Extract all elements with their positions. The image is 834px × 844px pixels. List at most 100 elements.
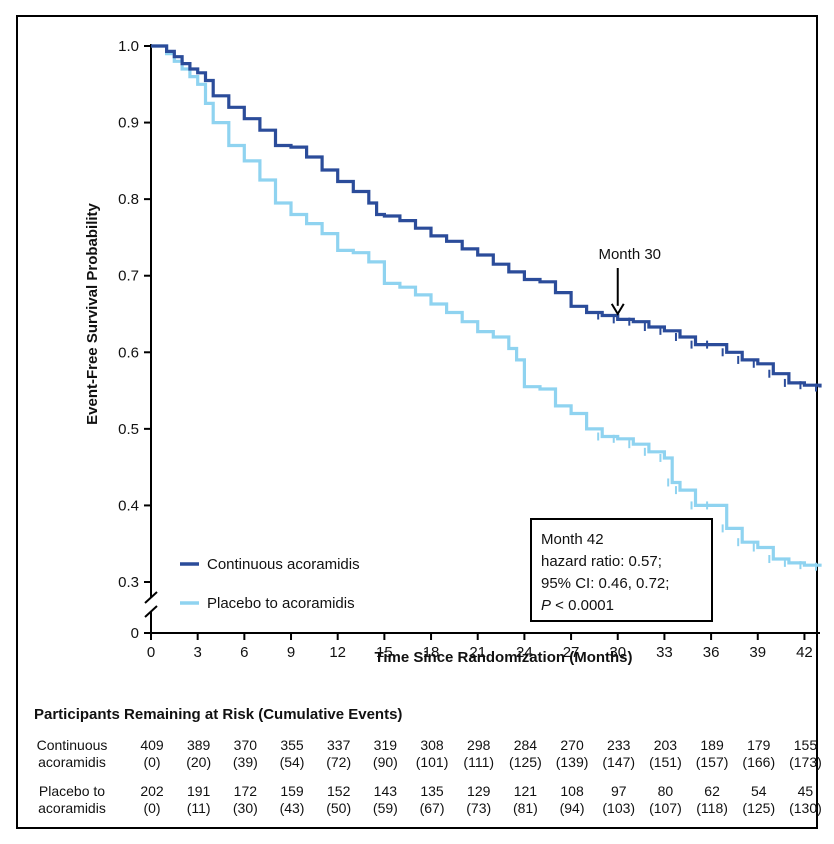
cumulative-events: (0) [143,754,161,770]
km-survival-chart: 1.00.90.80.70.60.50.40.300 3 6 9 12 15 18 21 24 2… [84,38,822,666]
cumulative-events: (157) [695,754,729,770]
cumulative-events: (111) [463,754,495,770]
cumulative-events: (94) [559,800,585,816]
cumulative-events: (130) [789,800,822,816]
risk-cell: 298 (111) [458,737,500,771]
axes: 1.00.90.80.70.60.50.40.300 3 6 9 12 15 18 21 24 2… [84,38,820,666]
cumulative-events: (139) [555,754,589,770]
axis-break-mark [144,591,158,604]
risk-cell: 202 (0) [131,783,173,817]
at-risk-count: 284 [513,737,538,753]
cumulative-events: (147) [602,754,636,770]
at-risk-count: 152 [327,783,351,799]
at-risk-count: 389 [186,737,211,753]
y-tick-label: 0.7 [118,268,139,285]
at-risk-count: 233 [607,737,631,753]
risk-cell: 54 (125) [738,783,780,817]
cumulative-events: (54) [279,754,305,770]
at-risk-count: 135 [420,783,444,799]
risk-cell: 355 (54) [271,737,313,771]
month-30-label: Month 30 [598,246,661,263]
risk-table-row: Continuous acoramidis 409 (0) 389 (20) 370 (39)… [0,737,834,773]
at-risk-count: 129 [467,783,491,799]
cumulative-events: (0) [143,800,161,816]
x-tick-label: 30 [609,644,626,661]
at-risk-count: 270 [560,737,584,753]
x-axis-title: Time Since Randomization (Months) [374,649,632,666]
risk-cell: 159 (43) [271,783,313,817]
risk-cell: 284 (125) [504,737,546,771]
at-risk-count: 298 [467,737,491,753]
y-tick-label: 0.5 [118,421,139,438]
at-risk-count: 203 [653,737,678,753]
x-tick-label: 12 [329,644,346,661]
risk-cell: 80 (107) [644,783,686,817]
risk-cell: 155 (173) [784,737,826,771]
at-risk-count: 202 [140,783,164,799]
cumulative-events: (151) [649,754,682,770]
y-tick-label: 0.3 [118,574,139,591]
cumulative-events: (50) [326,800,352,816]
risk-cell: 189 (157) [691,737,733,771]
x-tick-label: 27 [563,644,580,661]
y-tick-label: 1.0 [118,38,139,55]
at-risk-count: 97 [610,783,627,799]
x-tick-label: 21 [469,644,486,661]
cumulative-events: (81) [512,800,538,816]
cumulative-events: (125) [509,754,542,770]
y-tick-label: 0.8 [118,191,139,208]
risk-cell: 179 (166) [738,737,780,771]
at-risk-count: 308 [420,737,444,753]
risk-cell: 108 (94) [551,783,593,817]
risk-cell: 308 (101) [411,737,453,771]
series-line-continuous [151,44,822,388]
risk-table-title: Participants Remaining at Risk (Cumulati… [34,706,403,723]
legend-label: Placebo to acoramidis [207,595,355,612]
x-tick-label: 0 [147,644,155,661]
risk-cell: 129 (73) [458,783,500,817]
risk-cell: 203 (151) [644,737,686,771]
risk-row-label: Continuous acoramidis [22,737,122,771]
x-tick-label: 15 [376,644,393,661]
y-tick-label: 0.6 [118,344,139,361]
cumulative-events: (90) [372,754,398,770]
series-layer [151,44,822,571]
cumulative-events: (59) [372,800,398,816]
cumulative-events: (30) [232,800,258,816]
risk-cell: 233 (147) [598,737,640,771]
risk-row-label-line1: Placebo to [38,783,106,799]
x-tick-label: 6 [240,644,248,661]
series-line-placebo [151,44,822,567]
x-tick-label: 36 [703,644,720,661]
at-risk-count: 121 [513,783,538,799]
risk-cell: 191 (11) [178,783,220,817]
stats-box-line: P < 0.0001 [541,597,614,614]
at-risk-count: 155 [793,737,818,753]
risk-cell: 121 (81) [504,783,546,817]
risk-cell: 270 (139) [551,737,593,771]
y-tick-label: 0.4 [118,497,139,514]
month-30-arrow-head [610,303,625,316]
axis-break-mark [144,605,158,618]
risk-row-label: Placebo to acoramidis [22,783,122,817]
risk-row-label-line1: Continuous [36,737,108,753]
at-risk-count: 319 [373,737,398,753]
cumulative-events: (107) [649,800,682,816]
cumulative-events: (20) [186,754,212,770]
x-tick-label: 33 [656,644,673,661]
cumulative-events: (39) [232,754,258,770]
legend-label: Continuous acoramidis [207,556,360,573]
x-tick-label: 9 [287,644,295,661]
at-risk-count: 409 [140,737,164,753]
stats-box-line: Month 42 [541,531,604,548]
risk-cell: 409 (0) [131,737,173,771]
legend: Continuous acoramidis Placebo to acoramid… [180,556,360,612]
risk-row-label-line2: acoramidis [38,754,106,770]
cumulative-events: (173) [789,754,822,770]
at-risk-count: 45 [797,783,814,799]
stats-box-line: hazard ratio: 0.57; [541,553,662,570]
cumulative-events: (43) [279,800,305,816]
cumulative-events: (118) [696,800,728,816]
risk-cell: 62 (118) [691,783,733,817]
at-risk-count: 62 [704,783,720,799]
